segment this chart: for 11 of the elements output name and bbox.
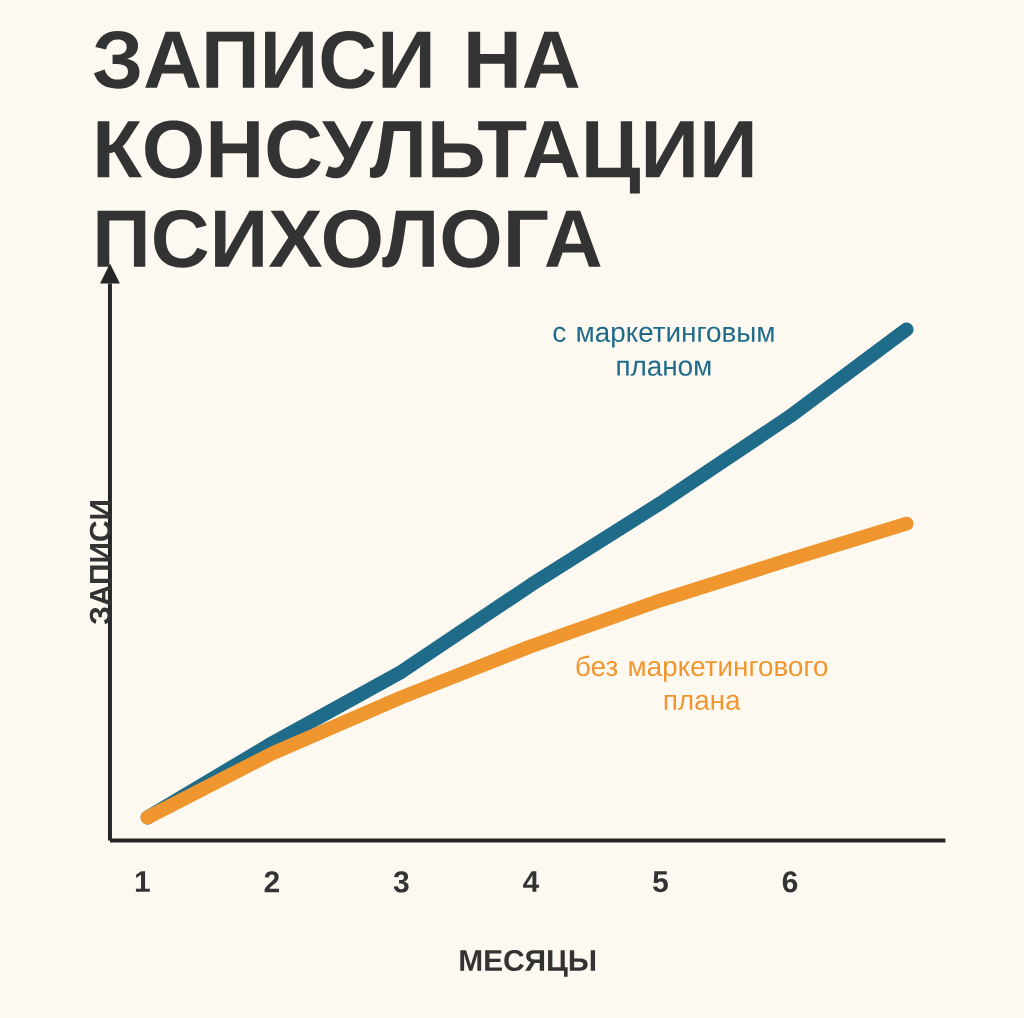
- chart-title: ЗАПИСИ НА КОНСУЛЬТАЦИИ ПСИХОЛОГА: [93, 30, 753, 268]
- y-axis-title: ЗАПИСИ: [89, 500, 111, 624]
- series-label: без маркетингового плана: [576, 655, 828, 710]
- x-tick-label: 6: [782, 871, 798, 893]
- x-tick-label: 1: [135, 871, 150, 892]
- x-axis-title: МЕСЯЦЫ: [460, 949, 596, 977]
- x-tick-label: 3: [393, 871, 409, 893]
- x-tick-label: 5: [653, 871, 668, 892]
- series-label: с маркетинговым планом: [553, 326, 774, 376]
- x-tick-label: 2: [264, 871, 279, 892]
- x-tick-label: 4: [523, 871, 540, 892]
